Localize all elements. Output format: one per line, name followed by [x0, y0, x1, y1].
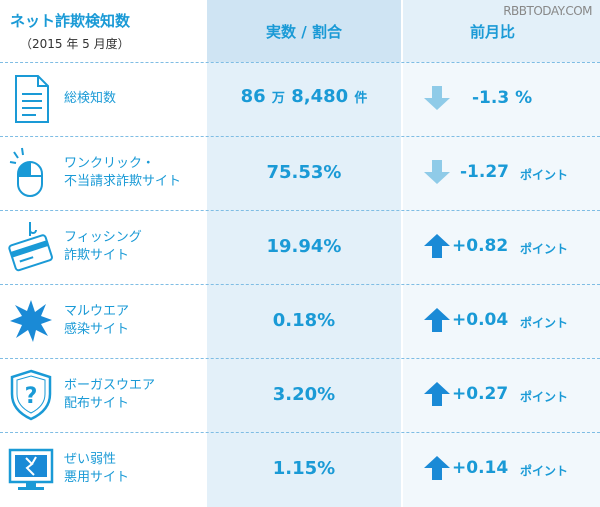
row-divider: [0, 358, 600, 359]
table-row-vulnerability: ぜい弱性 悪用サイト 1.15% +0.14 ポイント: [0, 432, 600, 506]
row-change-unit: ポイント: [520, 464, 569, 478]
credit-card-hook-icon: [8, 222, 53, 272]
row-label: 不当請求詐欺サイト: [64, 174, 182, 189]
row-label: 配布サイト: [64, 396, 130, 411]
row-value: 1.15%: [272, 458, 336, 479]
column-header-value: 実数 / 割合: [266, 23, 342, 41]
svg-text:?: ?: [25, 384, 38, 409]
arrow-up-icon: [424, 308, 450, 332]
row-label: フィッシング: [64, 230, 142, 245]
row-divider: [0, 210, 600, 211]
broken-monitor-icon: [8, 448, 54, 490]
table-row-phishing: フィッシング 詐欺サイト 19.94% +0.82 ポイント: [0, 210, 600, 284]
row-change-unit: ポイント: [520, 316, 569, 330]
row-divider: [0, 432, 600, 433]
document-icon: [15, 75, 49, 123]
arrow-down-icon: [424, 160, 450, 184]
row-label: 悪用サイト: [64, 470, 130, 485]
row-value: 3.20%: [272, 384, 336, 405]
value-unit: 件: [354, 91, 368, 106]
row-label: ボーガスウエア: [64, 378, 156, 393]
row-change-unit: ポイント: [520, 242, 569, 256]
row-change-unit: ポイント: [520, 168, 569, 182]
row-label: ワンクリック・: [64, 156, 155, 171]
column-header-change: 前月比: [470, 23, 516, 41]
change-column-header-bg: [402, 0, 600, 62]
row-label: 感染サイト: [64, 322, 130, 337]
row-change: -1.3 %: [472, 88, 533, 108]
arrow-up-icon: [424, 456, 450, 480]
row-change: +0.04: [452, 310, 509, 330]
row-label: マルウエア: [64, 304, 130, 319]
row-value: 86 万 8,480 件: [206, 86, 402, 107]
watermark: RBBTODAY.COM: [503, 4, 592, 18]
row-change-unit: ポイント: [520, 390, 569, 404]
table-row-total: 総検知数 86 万 8,480 件 -1.3 %: [0, 62, 600, 136]
table-row-bogusware: ? ボーガスウエア 配布サイト 3.20% +0.27 ポイント: [0, 358, 600, 432]
arrow-down-icon: [424, 86, 450, 110]
row-change: +0.27: [452, 384, 509, 404]
arrow-up-icon: [424, 382, 450, 406]
row-value: 19.94%: [266, 236, 342, 257]
row-change: +0.82: [452, 236, 509, 256]
column-divider: [205, 0, 207, 507]
value-column-bg: [206, 0, 402, 507]
row-value: 0.18%: [272, 310, 336, 331]
table-row-one-click-fraud: ワンクリック・ 不当請求詐欺サイト 75.53% -1.27 ポイント: [0, 136, 600, 210]
malware-burst-icon: [10, 300, 52, 342]
mouse-click-icon: [9, 147, 43, 197]
row-label: 総検知数: [64, 91, 117, 106]
row-divider: [0, 62, 600, 63]
row-divider: [0, 136, 600, 137]
question-shield-icon: ?: [10, 369, 52, 421]
row-change: -1.27: [460, 162, 509, 182]
value-unit: 万: [271, 91, 285, 106]
row-label: 詐欺サイト: [64, 248, 130, 263]
row-value: 75.53%: [266, 162, 342, 183]
column-divider: [401, 0, 403, 507]
value-column-header-bg: [206, 0, 402, 62]
value-number: 8,480: [291, 86, 349, 107]
page-title: ネット詐欺検知数: [10, 12, 131, 30]
row-change: +0.14: [452, 458, 509, 478]
row-divider: [0, 284, 600, 285]
table-row-malware: マルウエア 感染サイト 0.18% +0.04 ポイント: [0, 284, 600, 358]
row-label: ぜい弱性: [64, 452, 117, 467]
value-number: 86: [240, 86, 266, 107]
arrow-up-icon: [424, 234, 450, 258]
page-subtitle: （2015 年 5 月度）: [20, 37, 130, 51]
